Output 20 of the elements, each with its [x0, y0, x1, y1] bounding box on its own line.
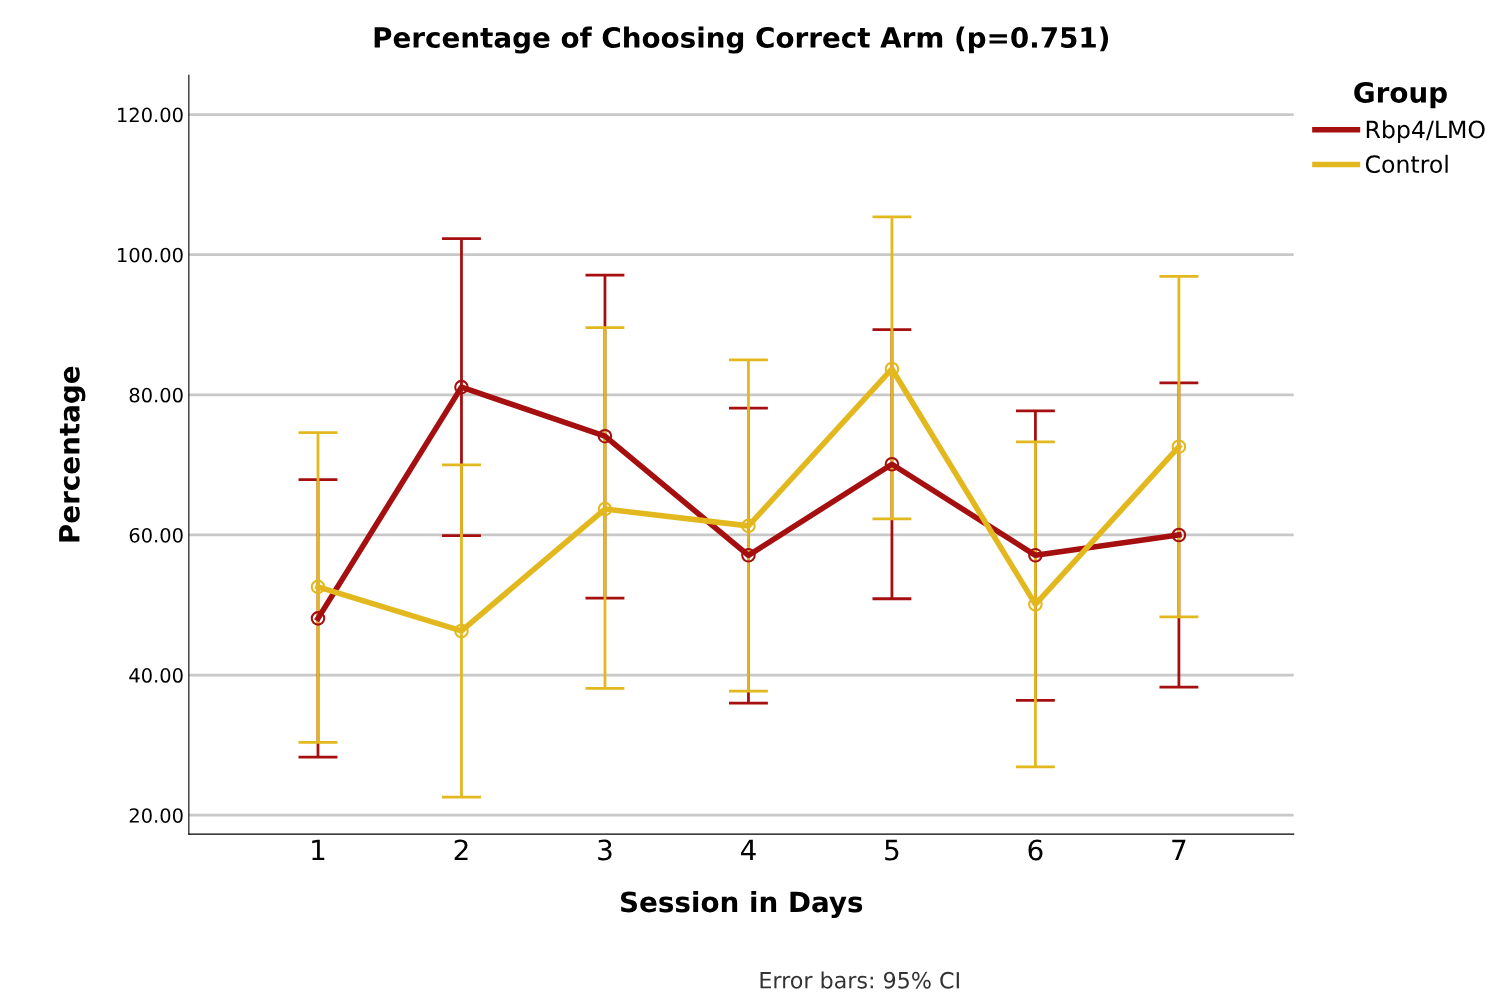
x-tick-label: 2 [454, 839, 468, 861]
y-tick-label: 60.00 [129, 527, 183, 543]
x-tick-label: 7 [1172, 839, 1186, 861]
y-axis-title: Percentage [59, 366, 86, 542]
y-tick-label: 40.00 [129, 668, 183, 683]
y-tick-label: 100.00 [118, 247, 183, 263]
x-tick-label: 4 [740, 839, 756, 861]
x-tick-label: 1 [312, 839, 325, 861]
x-tick-label: 3 [598, 839, 612, 861]
x-tick-label: 5 [885, 839, 899, 861]
y-tick-label: 80.00 [129, 387, 183, 403]
x-axis-title: Session in Days [621, 890, 863, 918]
text: Error bars: 95% CI [760, 971, 959, 989]
x-tick-label: 6 [1028, 839, 1043, 861]
chart-title: Percentage of Choosing Correct Arm (p=0.751) [374, 26, 1109, 54]
legend-title: Group [1354, 81, 1447, 109]
y-tick-label: 120.00 [118, 107, 183, 123]
legend-label: Control [1365, 154, 1448, 174]
y-tick-label: 20.00 [129, 808, 183, 823]
legend-label: Rbp4/LMO [1366, 120, 1485, 143]
